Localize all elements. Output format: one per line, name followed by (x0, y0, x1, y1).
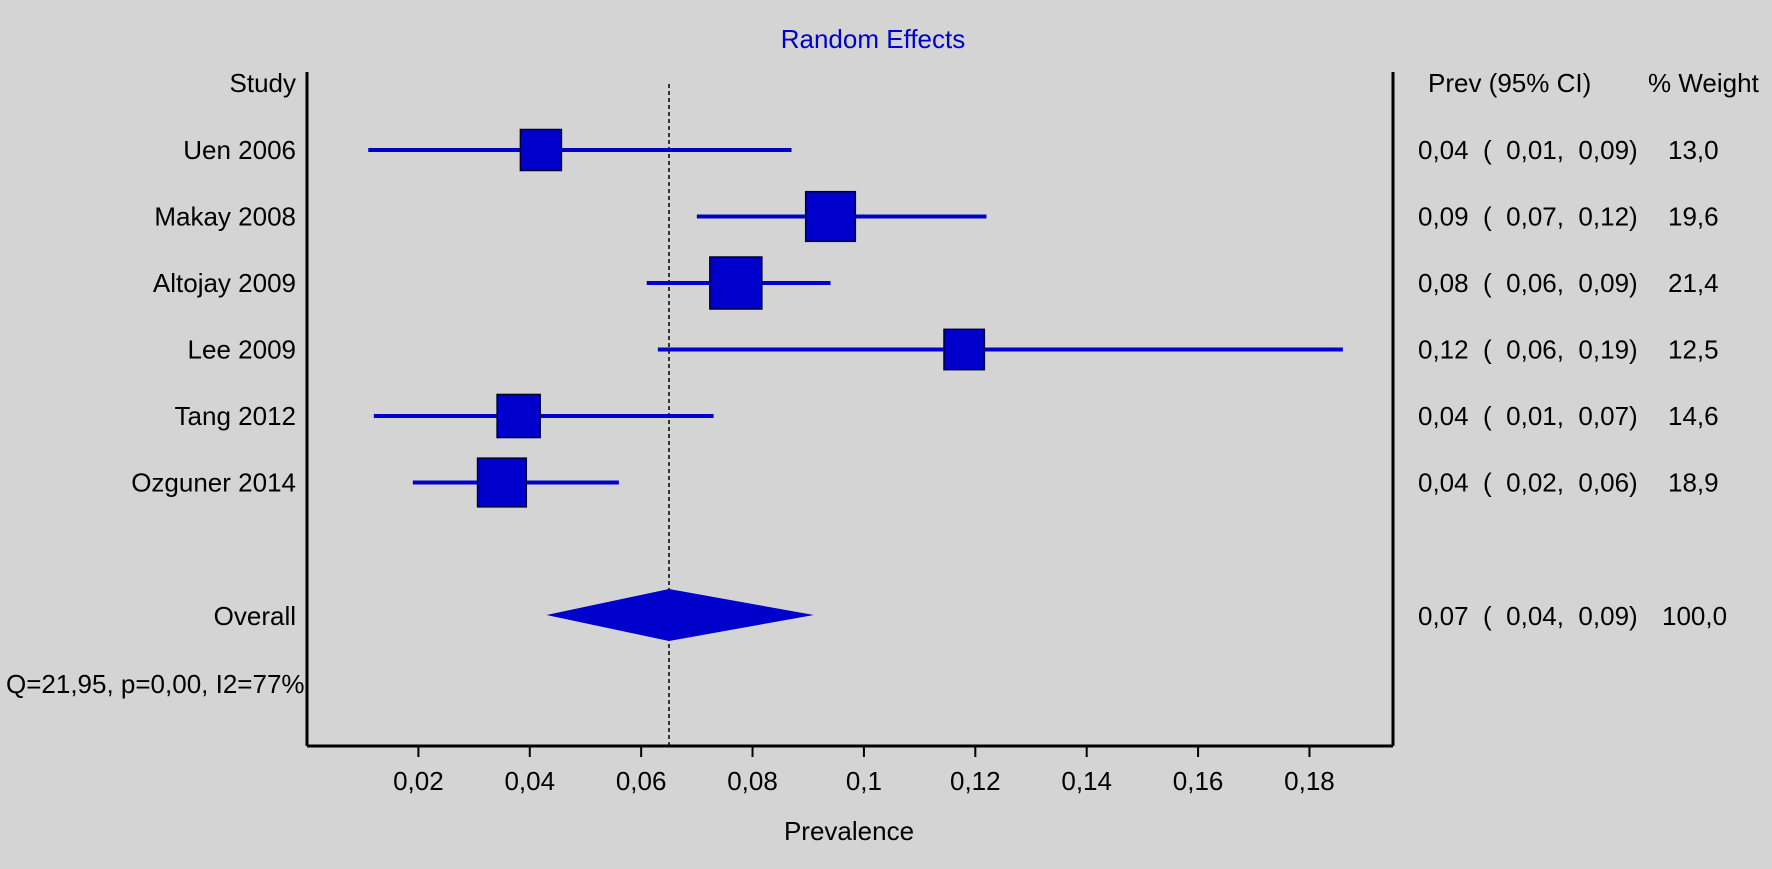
study-weight-text: 14,6 (1668, 401, 1719, 431)
study-ci-text: 0,09 ( 0,07, 0,12) (1418, 202, 1638, 232)
study-name: Tang 2012 (175, 401, 296, 431)
study-name: Makay 2008 (154, 202, 296, 232)
study-row: Altojay 2009 0,08 ( 0,06, 0,09) 21,4 (153, 256, 1719, 310)
ci-column-header: Prev (95% CI) (1428, 68, 1591, 98)
x-tick-label: 0,04 (504, 766, 555, 796)
study-weight-text: 19,6 (1668, 202, 1719, 232)
study-weight-text: 12,5 (1668, 335, 1719, 365)
x-axis-ticks: 0,02 0,04 0,06 0,08 0,1 0,12 0,14 0,16 0,18 (393, 746, 1335, 796)
point-estimate-marker (476, 457, 528, 508)
chart-title: Random Effects (781, 24, 966, 54)
plot-axes (305, 72, 1395, 748)
x-tick-label: 0,16 (1173, 766, 1224, 796)
study-row: Makay 2008 0,09 ( 0,07, 0,12) 19,6 (154, 190, 1719, 243)
study-row: Tang 2012 0,04 ( 0,01, 0,07) 14,6 (175, 393, 1719, 439)
study-name: Ozguner 2014 (131, 468, 296, 498)
study-row: Ozguner 2014 0,04 ( 0,02, 0,06) 18,9 (131, 457, 1719, 508)
study-name: Altojay 2009 (153, 268, 296, 298)
heterogeneity-stats: Q=21,95, p=0,00, I2=77% (6, 669, 305, 699)
x-tick-label: 0,1 (846, 766, 882, 796)
study-name: Lee 2009 (188, 335, 296, 365)
overall-diamond (546, 589, 814, 641)
x-tick-label: 0,14 (1061, 766, 1112, 796)
overall-label: Overall (214, 601, 296, 631)
study-weight-text: 21,4 (1668, 268, 1719, 298)
weight-column-header: % Weight (1648, 68, 1760, 98)
study-name: Uen 2006 (183, 135, 296, 165)
x-tick-label: 0,06 (616, 766, 667, 796)
study-weight-text: 13,0 (1668, 135, 1719, 165)
point-estimate-marker (943, 328, 986, 371)
study-ci-text: 0,04 ( 0,01, 0,07) (1418, 401, 1638, 431)
study-ci-text: 0,04 ( 0,02, 0,06) (1418, 468, 1638, 498)
study-row: Lee 2009 0,12 ( 0,06, 0,19) 12,5 (188, 328, 1719, 371)
x-axis-label: Prevalence (784, 816, 914, 846)
study-ci-text: 0,12 ( 0,06, 0,19) (1418, 335, 1638, 365)
x-tick-label: 0,02 (393, 766, 444, 796)
overall-ci-text: 0,07 ( 0,04, 0,09) (1418, 601, 1638, 631)
x-tick-label: 0,12 (950, 766, 1001, 796)
point-estimate-marker (804, 190, 857, 243)
study-column-header: Study (230, 68, 297, 98)
point-estimate-marker (709, 256, 763, 310)
point-estimate-marker (519, 128, 563, 172)
overall-weight-text: 100,0 (1662, 601, 1727, 631)
study-ci-text: 0,04 ( 0,01, 0,09) (1418, 135, 1638, 165)
study-weight-text: 18,9 (1668, 468, 1719, 498)
point-estimate-marker (496, 393, 541, 439)
x-tick-label: 0,18 (1284, 766, 1335, 796)
study-row: Uen 2006 0,04 ( 0,01, 0,09) 13,0 (183, 128, 1719, 172)
study-rows: Uen 2006 0,04 ( 0,01, 0,09) 13,0 Makay 2008… (131, 128, 1719, 508)
study-ci-text: 0,08 ( 0,06, 0,09) (1418, 268, 1638, 298)
x-tick-label: 0,08 (727, 766, 778, 796)
